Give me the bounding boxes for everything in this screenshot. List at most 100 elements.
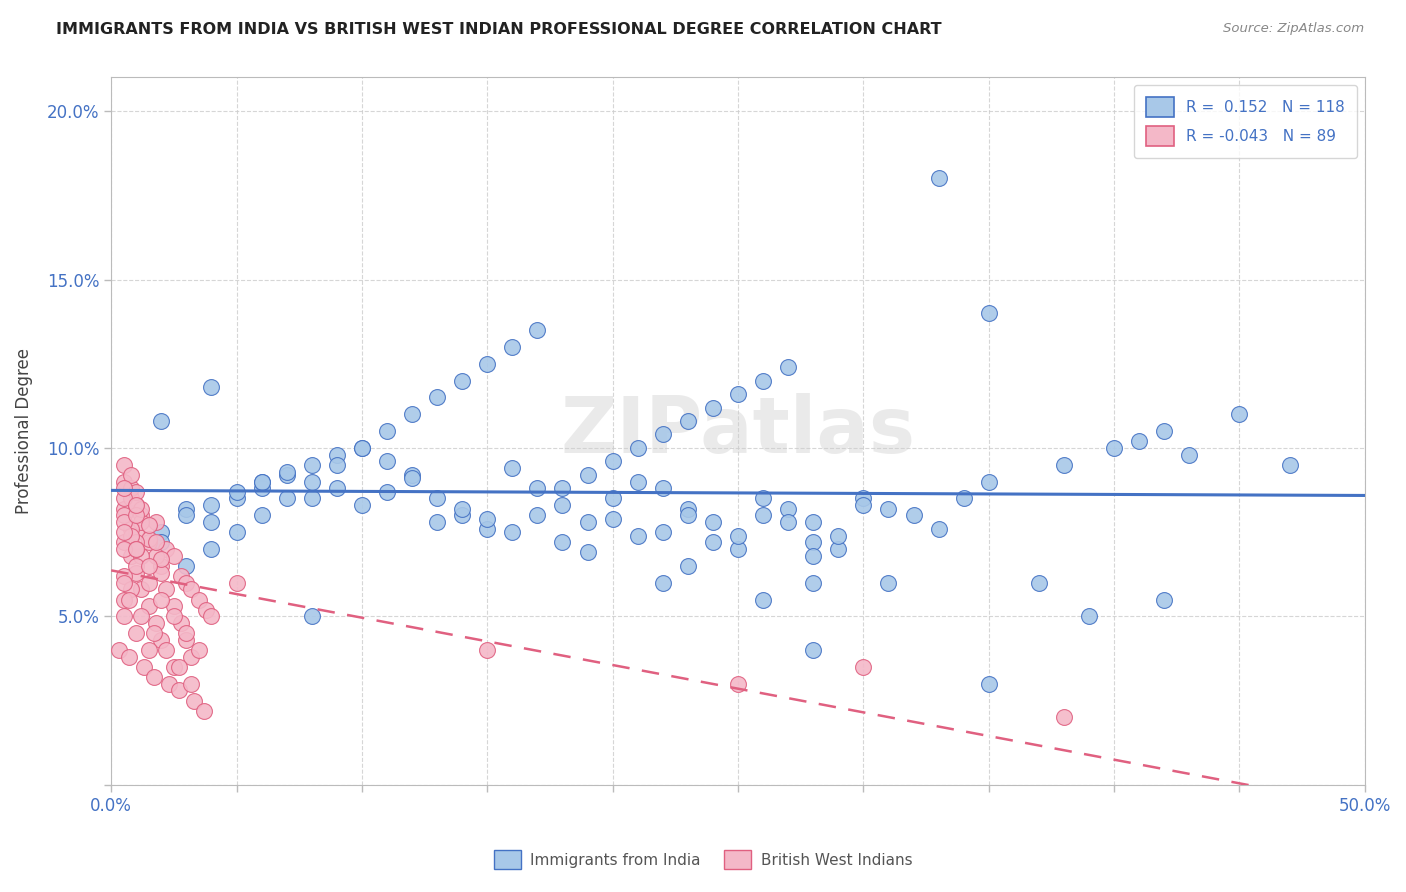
Point — [526, 508, 548, 523]
Point — [125, 508, 148, 523]
Point — [125, 484, 148, 499]
Point — [627, 475, 650, 489]
Point — [1153, 424, 1175, 438]
Point — [928, 522, 950, 536]
Point — [138, 518, 160, 533]
Point — [183, 693, 205, 707]
Point — [1102, 441, 1125, 455]
Point — [401, 407, 423, 421]
Point — [477, 511, 499, 525]
Point — [120, 582, 142, 597]
Point — [801, 549, 824, 563]
Point — [477, 357, 499, 371]
Point — [125, 498, 148, 512]
Text: Source: ZipAtlas.com: Source: ZipAtlas.com — [1223, 22, 1364, 36]
Point — [142, 670, 165, 684]
Point — [138, 575, 160, 590]
Point — [150, 525, 173, 540]
Point — [250, 481, 273, 495]
Point — [676, 414, 699, 428]
Point — [301, 491, 323, 506]
Point — [125, 558, 148, 573]
Point — [187, 643, 209, 657]
Point — [727, 541, 749, 556]
Point — [129, 582, 152, 597]
Point — [576, 515, 599, 529]
Text: IMMIGRANTS FROM INDIA VS BRITISH WEST INDIAN PROFESSIONAL DEGREE CORRELATION CHA: IMMIGRANTS FROM INDIA VS BRITISH WEST IN… — [56, 22, 942, 37]
Point — [551, 498, 574, 512]
Point — [129, 501, 152, 516]
Point — [928, 171, 950, 186]
Point — [801, 515, 824, 529]
Point — [977, 475, 1000, 489]
Point — [163, 599, 186, 614]
Point — [155, 541, 177, 556]
Point — [125, 541, 148, 556]
Point — [827, 528, 849, 542]
Point — [426, 515, 449, 529]
Point — [852, 660, 875, 674]
Point — [125, 535, 148, 549]
Point — [852, 491, 875, 506]
Point — [1229, 407, 1251, 421]
Point — [176, 508, 198, 523]
Point — [727, 387, 749, 401]
Point — [129, 508, 152, 523]
Point — [627, 528, 650, 542]
Point — [1128, 434, 1150, 449]
Point — [526, 323, 548, 337]
Point — [112, 515, 135, 529]
Point — [602, 511, 624, 525]
Point — [118, 649, 141, 664]
Point — [138, 532, 160, 546]
Point — [526, 481, 548, 495]
Point — [112, 475, 135, 489]
Point — [676, 558, 699, 573]
Point — [176, 632, 198, 647]
Point — [125, 525, 148, 540]
Point — [112, 508, 135, 523]
Point — [112, 575, 135, 590]
Point — [401, 467, 423, 482]
Point — [163, 549, 186, 563]
Point — [176, 626, 198, 640]
Point — [200, 609, 222, 624]
Point — [145, 616, 167, 631]
Point — [155, 582, 177, 597]
Point — [150, 632, 173, 647]
Point — [125, 626, 148, 640]
Point — [150, 592, 173, 607]
Point — [138, 535, 160, 549]
Point — [120, 481, 142, 495]
Point — [225, 484, 247, 499]
Point — [150, 414, 173, 428]
Point — [301, 475, 323, 489]
Point — [138, 643, 160, 657]
Point — [401, 471, 423, 485]
Point — [301, 609, 323, 624]
Point — [477, 522, 499, 536]
Point — [827, 541, 849, 556]
Point — [1053, 710, 1076, 724]
Point — [651, 427, 673, 442]
Point — [727, 676, 749, 690]
Point — [167, 683, 190, 698]
Point — [107, 643, 129, 657]
Point — [477, 643, 499, 657]
Point — [138, 558, 160, 573]
Point — [193, 704, 215, 718]
Point — [276, 491, 298, 506]
Point — [451, 508, 474, 523]
Point — [877, 575, 900, 590]
Point — [778, 501, 800, 516]
Point — [350, 498, 373, 512]
Point — [120, 491, 142, 506]
Point — [1053, 458, 1076, 472]
Point — [250, 508, 273, 523]
Point — [727, 528, 749, 542]
Point — [977, 676, 1000, 690]
Point — [112, 592, 135, 607]
Point — [451, 501, 474, 516]
Point — [180, 676, 202, 690]
Point — [651, 525, 673, 540]
